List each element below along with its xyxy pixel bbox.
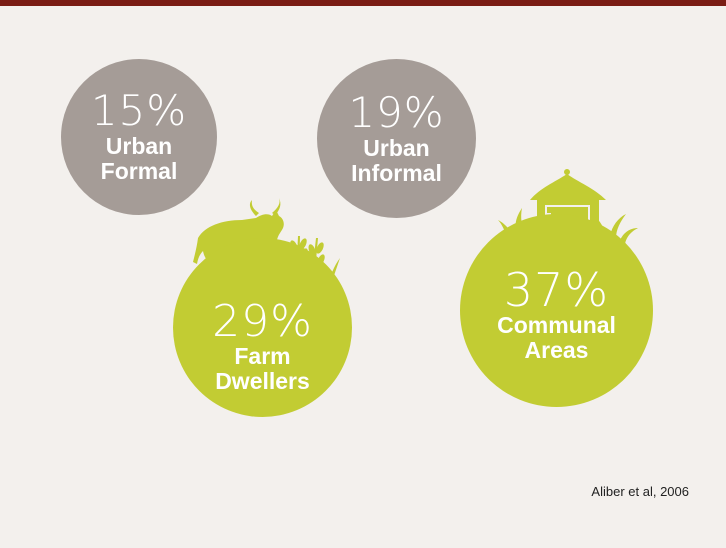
bubble-label-line1: Urban (105, 133, 173, 160)
bubble-label-line2: Formal (100, 158, 178, 184)
bubble-label-line2: Dwellers (215, 367, 310, 394)
bubble-percent: 37% (503, 262, 610, 317)
bubble-label-line1: Communal (497, 311, 616, 338)
bubble-label-line1: Farm (234, 342, 291, 369)
bubble-label-line2: Areas (524, 336, 589, 363)
bubble-label-line1: Urban (363, 134, 430, 161)
bubble-percent: 29% (212, 295, 313, 347)
bubble-urban-formal: 15% Urban Formal (61, 59, 217, 215)
bubble-percent: 19% (348, 87, 445, 137)
top-bar (0, 0, 726, 6)
source-citation: Aliber et al, 2006 (591, 484, 689, 499)
bubble-percent: 15% (90, 86, 188, 136)
bubble-farm-dwellers: 29% Farm Dwellers (173, 238, 352, 417)
bubble-label-line2: Informal (351, 159, 442, 186)
bubble-communal-areas: 37% Communal Areas (460, 214, 653, 407)
bubble-urban-informal: 19% Urban Informal (317, 59, 476, 218)
